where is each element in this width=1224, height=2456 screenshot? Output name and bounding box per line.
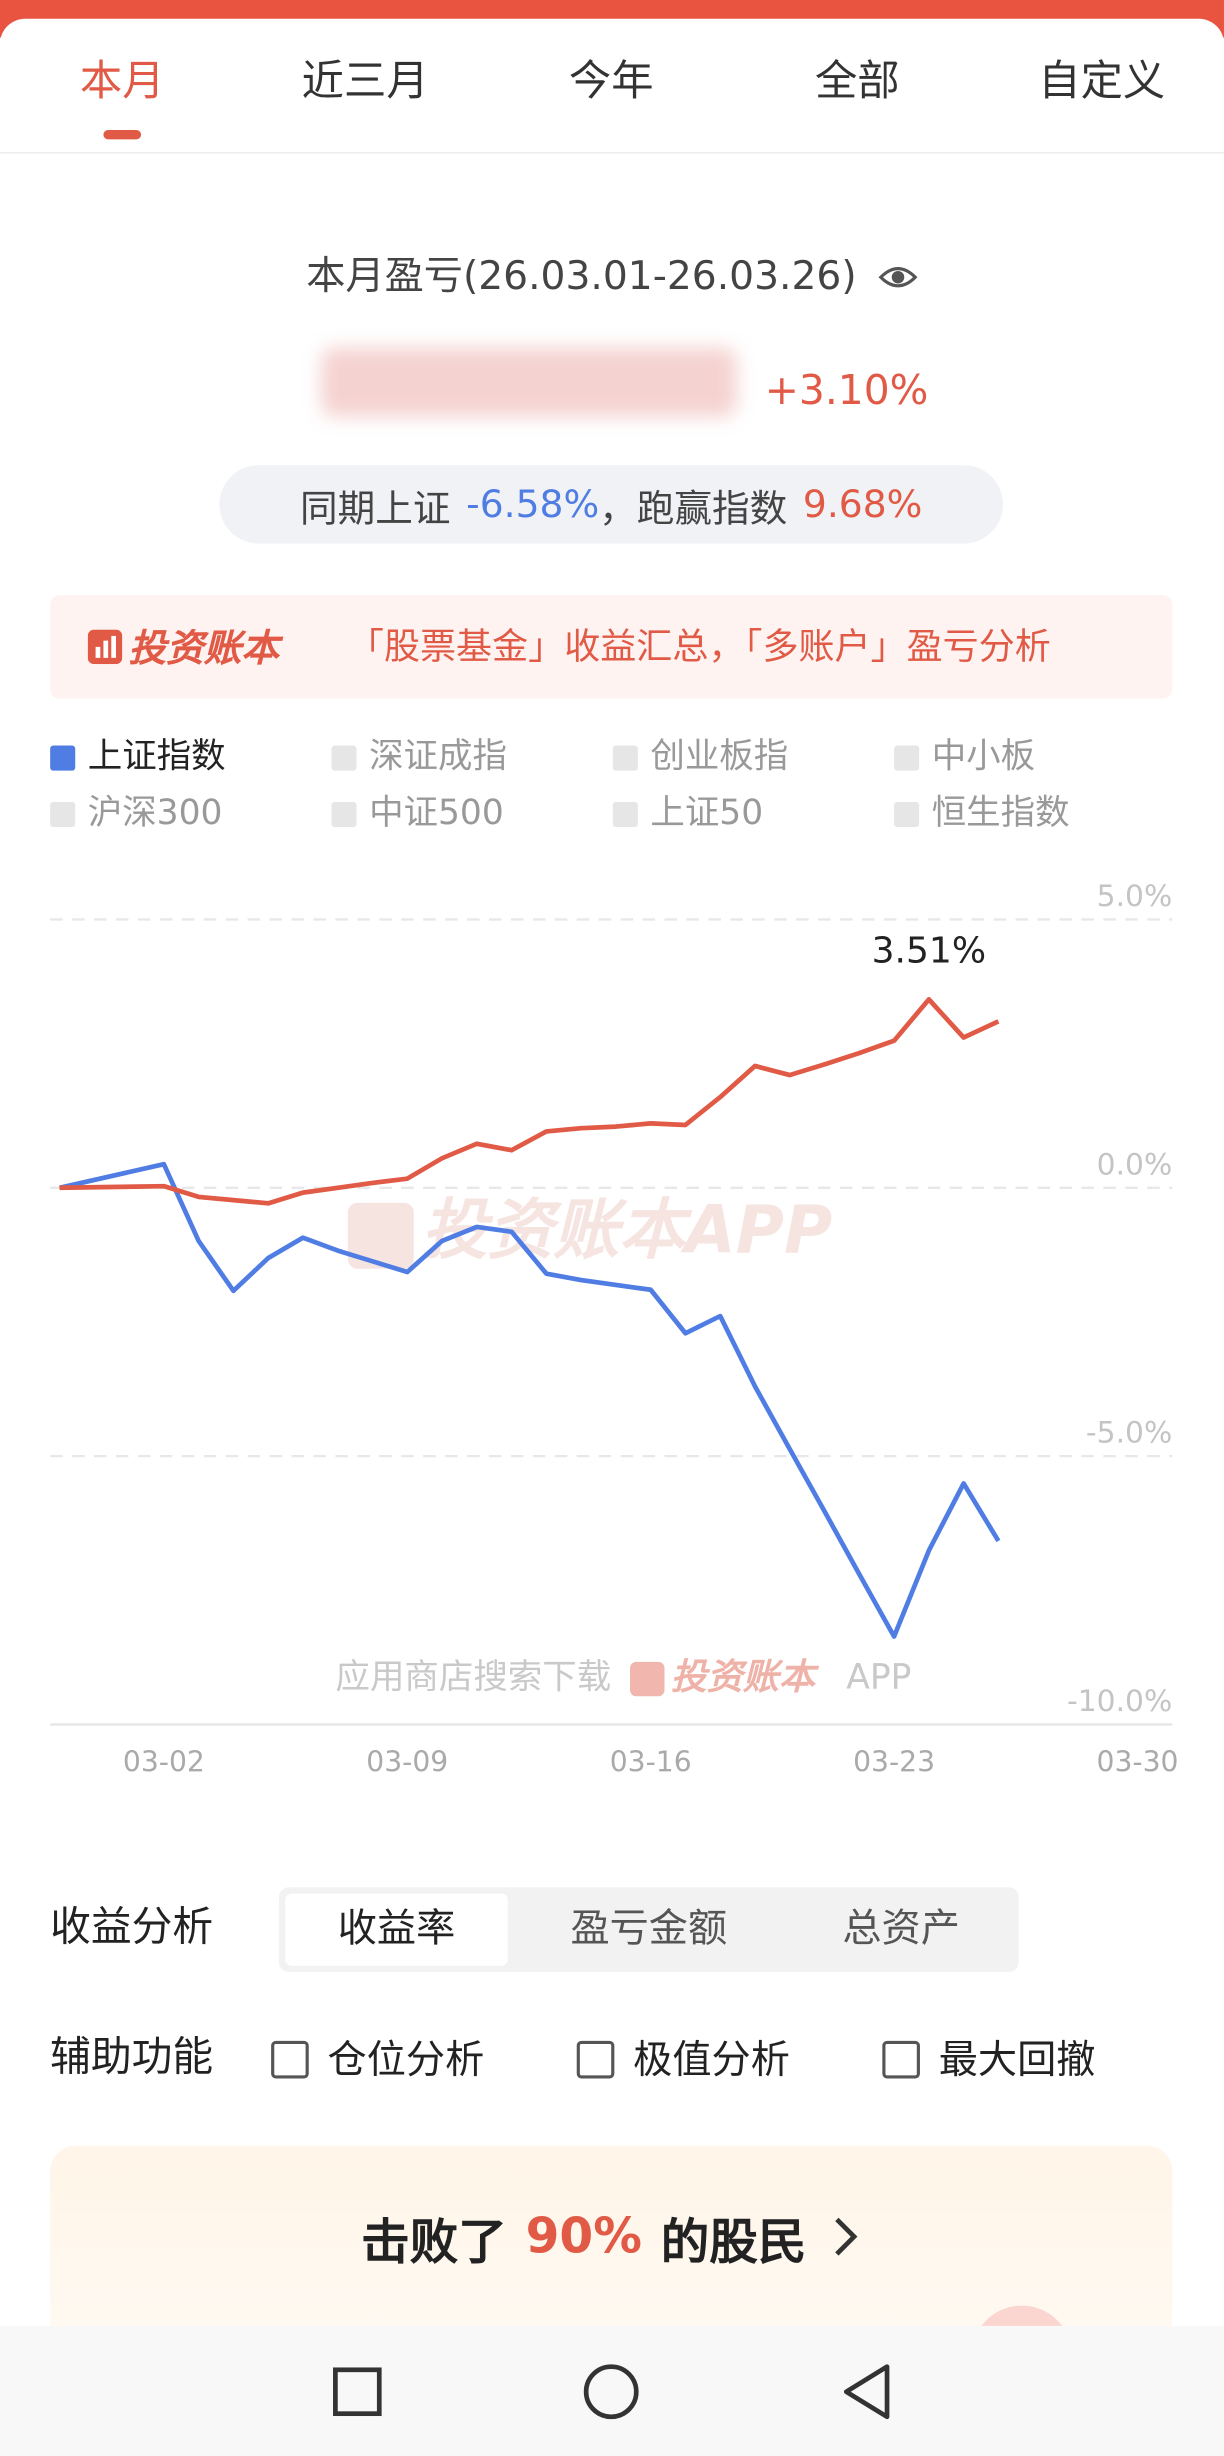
- x-tick-label: 03-23: [853, 1746, 935, 1779]
- legend-label[interactable]: 上证50: [650, 793, 763, 833]
- segment-active: [285, 1893, 508, 1966]
- tab-underline: [103, 130, 142, 140]
- y-tick-label: 5.0%: [1097, 879, 1173, 914]
- legend-label[interactable]: 深证成指: [369, 737, 507, 777]
- rank-line[interactable]: 击败了 90% 的股民: [0, 2205, 1224, 2270]
- summary-title: 本月盈亏(26.03.01-26.03.26): [306, 252, 857, 299]
- chevron: [834, 2217, 857, 2256]
- watermark-logo: [347, 1202, 414, 1269]
- tools-label: 辅助功能: [50, 2034, 214, 2082]
- legend-swatch: [331, 801, 357, 828]
- divider: [0, 151, 1224, 154]
- separator: ，: [599, 486, 637, 531]
- compare-label: 同期上证: [299, 486, 451, 531]
- tab[interactable]: 全部: [814, 57, 900, 106]
- tool-option[interactable]: 最大回撤: [938, 2036, 1096, 2083]
- compare-value: -6.58%: [466, 482, 600, 527]
- legend-label[interactable]: 上证指数: [88, 737, 226, 777]
- footer-watermark-suffix: APP: [846, 1658, 911, 1698]
- tool-option[interactable]: 仓位分析: [327, 2036, 485, 2083]
- analysis-label: 收益分析: [50, 1904, 214, 1952]
- x-tick-label: 03-02: [123, 1746, 205, 1779]
- brand-logo: [87, 629, 123, 665]
- beat-label: 跑赢指数: [636, 486, 788, 531]
- home-button[interactable]: [583, 2364, 639, 2420]
- x-tick-label: 03-09: [366, 1746, 448, 1779]
- legend-swatch: [50, 745, 76, 771]
- series-line: [59, 1161, 1001, 1639]
- eye-icon[interactable]: [878, 260, 919, 294]
- y-tick-label: -10.0%: [1067, 1684, 1172, 1719]
- legend-swatch: [894, 745, 920, 771]
- footer-watermark-prefix: 应用商店搜索下载: [335, 1658, 611, 1698]
- legend-label[interactable]: 恒生指数: [932, 793, 1070, 833]
- tool-option[interactable]: 极值分析: [633, 2036, 790, 2083]
- masked-amount: [321, 347, 737, 417]
- tab[interactable]: 今年: [568, 57, 654, 106]
- checkbox[interactable]: [882, 2040, 920, 2079]
- nav-icons: [333, 2364, 890, 2420]
- legend-swatch: [612, 801, 638, 828]
- rank-prefix: 击败了: [361, 2213, 507, 2271]
- banner[interactable]: [50, 595, 1173, 699]
- tab[interactable]: 本月: [79, 57, 165, 106]
- footer-watermark-brand: 投资账本: [671, 1657, 820, 1698]
- legend-label[interactable]: 中证500: [369, 793, 504, 833]
- tab[interactable]: 自定义: [1038, 57, 1166, 106]
- checkbox[interactable]: [271, 2040, 309, 2079]
- recent-button[interactable]: [333, 2367, 382, 2417]
- annotation: 3.51%: [872, 930, 986, 971]
- rank-value: 90%: [525, 2208, 642, 2265]
- x-tick-label: 03-30: [1097, 1746, 1179, 1779]
- legend-swatch: [612, 745, 638, 771]
- analysis-option[interactable]: 总资产: [842, 1905, 960, 1951]
- footer-watermark-logo: [630, 1661, 665, 1697]
- checkbox[interactable]: [576, 2040, 615, 2079]
- legend-label[interactable]: 创业板指: [650, 737, 788, 777]
- tab[interactable]: 近三月: [301, 57, 429, 106]
- nav-bar: [0, 2325, 1224, 2456]
- legend-swatch: [331, 745, 357, 771]
- banner-text[interactable]: 「股票基金」收益汇总，「多账户」盈亏分析: [347, 627, 1051, 669]
- x-tick-label: 03-16: [610, 1746, 692, 1779]
- compare-pill: 同期上证 -6.58% ， 跑赢指数 9.68%: [219, 465, 1004, 544]
- back-button[interactable]: [843, 2364, 890, 2420]
- return-rate: +3.10%: [764, 368, 929, 416]
- legend-label[interactable]: 中小板: [932, 737, 1035, 777]
- legend-swatch: [894, 801, 920, 828]
- y-tick-label: -5.0%: [1086, 1416, 1172, 1451]
- y-tick-label: 0.0%: [1097, 1147, 1173, 1182]
- analysis-option[interactable]: 收益率: [337, 1905, 456, 1951]
- beat-value: 9.68%: [802, 482, 923, 527]
- analysis-option[interactable]: 盈亏金额: [570, 1905, 728, 1951]
- banner-brand[interactable]: 投资账本: [128, 626, 279, 671]
- series-line: [59, 997, 1000, 1206]
- legend-label[interactable]: 沪深300: [88, 793, 223, 833]
- legend-swatch: [50, 801, 76, 828]
- rank-suffix: 的股民: [660, 2213, 807, 2271]
